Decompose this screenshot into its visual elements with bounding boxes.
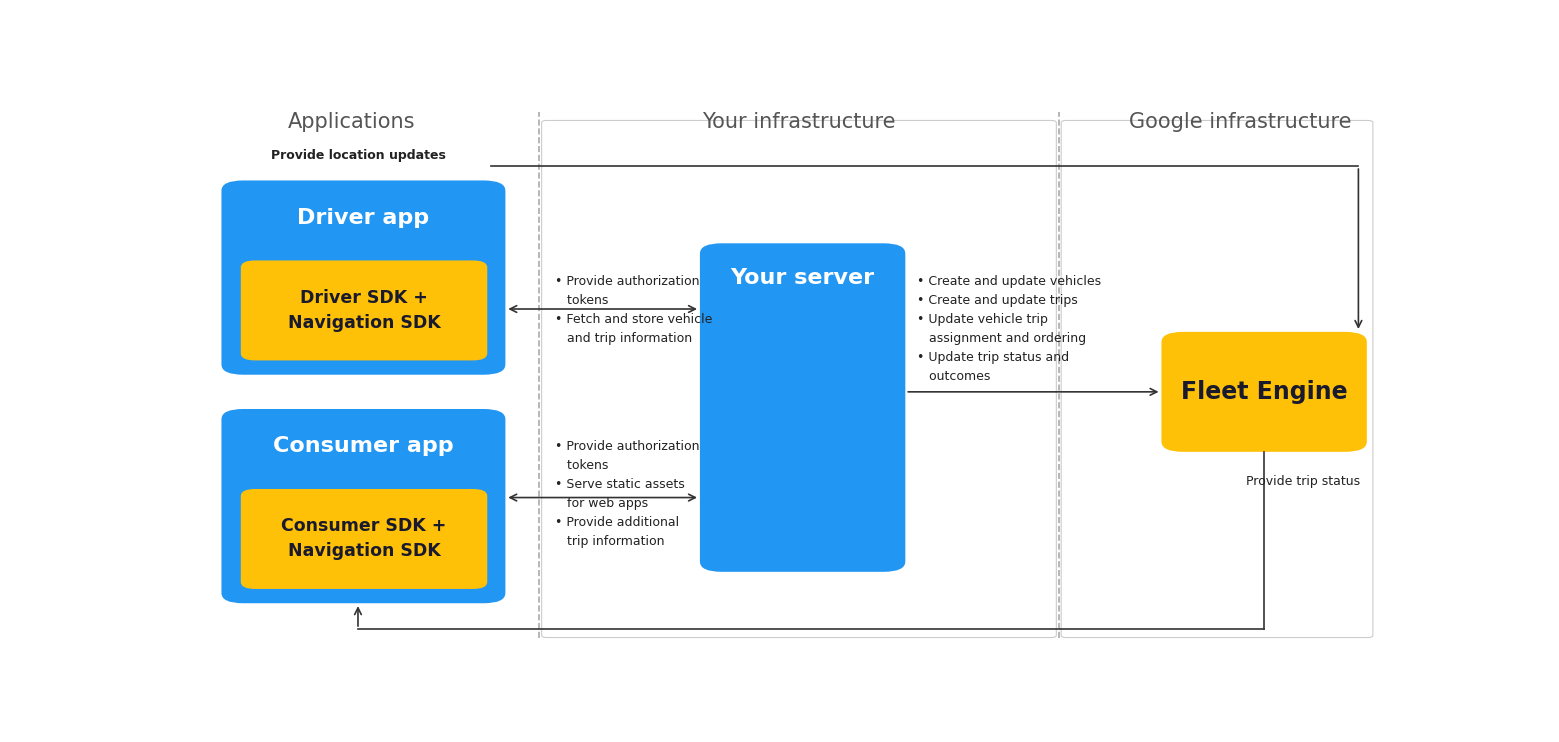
Text: Provide trip status: Provide trip status bbox=[1246, 475, 1359, 487]
Text: Driver app: Driver app bbox=[298, 208, 429, 228]
Text: Fleet Engine: Fleet Engine bbox=[1180, 380, 1347, 404]
FancyBboxPatch shape bbox=[221, 180, 505, 375]
FancyBboxPatch shape bbox=[1161, 332, 1367, 452]
Text: Applications: Applications bbox=[288, 112, 416, 132]
Text: Provide location updates: Provide location updates bbox=[271, 149, 446, 162]
Text: Consumer SDK +
Navigation SDK: Consumer SDK + Navigation SDK bbox=[281, 517, 447, 560]
FancyBboxPatch shape bbox=[240, 260, 488, 361]
FancyBboxPatch shape bbox=[221, 409, 505, 603]
FancyBboxPatch shape bbox=[240, 489, 488, 589]
Text: Your infrastructure: Your infrastructure bbox=[702, 112, 896, 132]
Text: Google infrastructure: Google infrastructure bbox=[1129, 112, 1352, 132]
Text: Consumer app: Consumer app bbox=[273, 436, 454, 456]
Text: Driver SDK +
Navigation SDK: Driver SDK + Navigation SDK bbox=[288, 289, 440, 332]
Text: • Create and update vehicles
• Create and update trips
• Update vehicle trip
   : • Create and update vehicles • Create an… bbox=[917, 275, 1102, 383]
FancyBboxPatch shape bbox=[700, 243, 906, 572]
Text: Your server: Your server bbox=[731, 268, 875, 288]
Text: • Provide authorization
   tokens
• Fetch and store vehicle
   and trip informat: • Provide authorization tokens • Fetch a… bbox=[555, 275, 712, 345]
Text: • Provide authorization
   tokens
• Serve static assets
   for web apps
• Provid: • Provide authorization tokens • Serve s… bbox=[555, 441, 700, 548]
